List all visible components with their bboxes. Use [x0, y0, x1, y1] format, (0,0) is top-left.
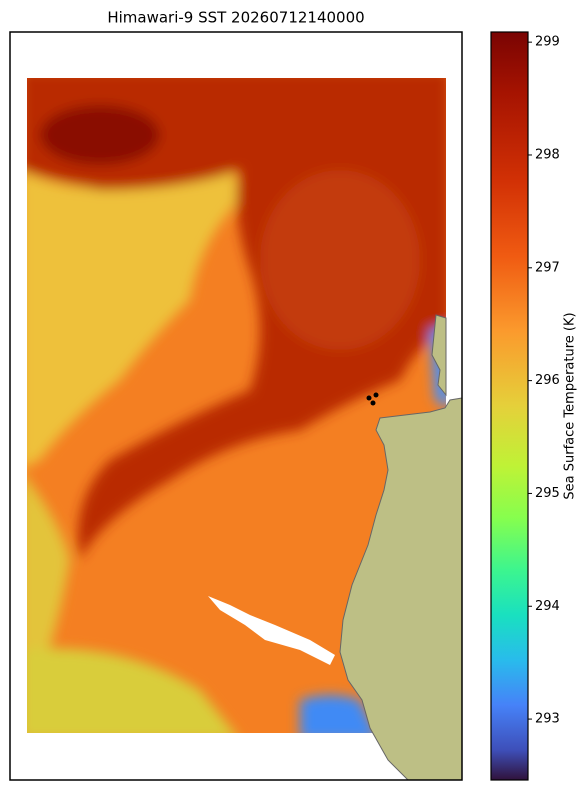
colorbar-tick-label: 294: [535, 599, 560, 614]
colorbar-label: Sea Surface Temperature (K): [563, 312, 578, 499]
colorbar-tick-label: 296: [535, 373, 560, 388]
colorbar-tick-label: 293: [535, 712, 560, 727]
station-markers: [366, 392, 379, 406]
map-frame: [9, 31, 463, 781]
land: [431, 314, 447, 397]
colorbar-tick-label: 299: [535, 35, 560, 50]
colorbar-tick-label: 295: [535, 486, 560, 501]
colorbar: [490, 31, 529, 781]
colorbar-tick-label: 297: [535, 260, 560, 275]
colorbar-tick-label: 298: [535, 147, 560, 162]
land: [339, 397, 463, 781]
map-title: Himawari-9 SST 20260712140000: [107, 9, 364, 27]
